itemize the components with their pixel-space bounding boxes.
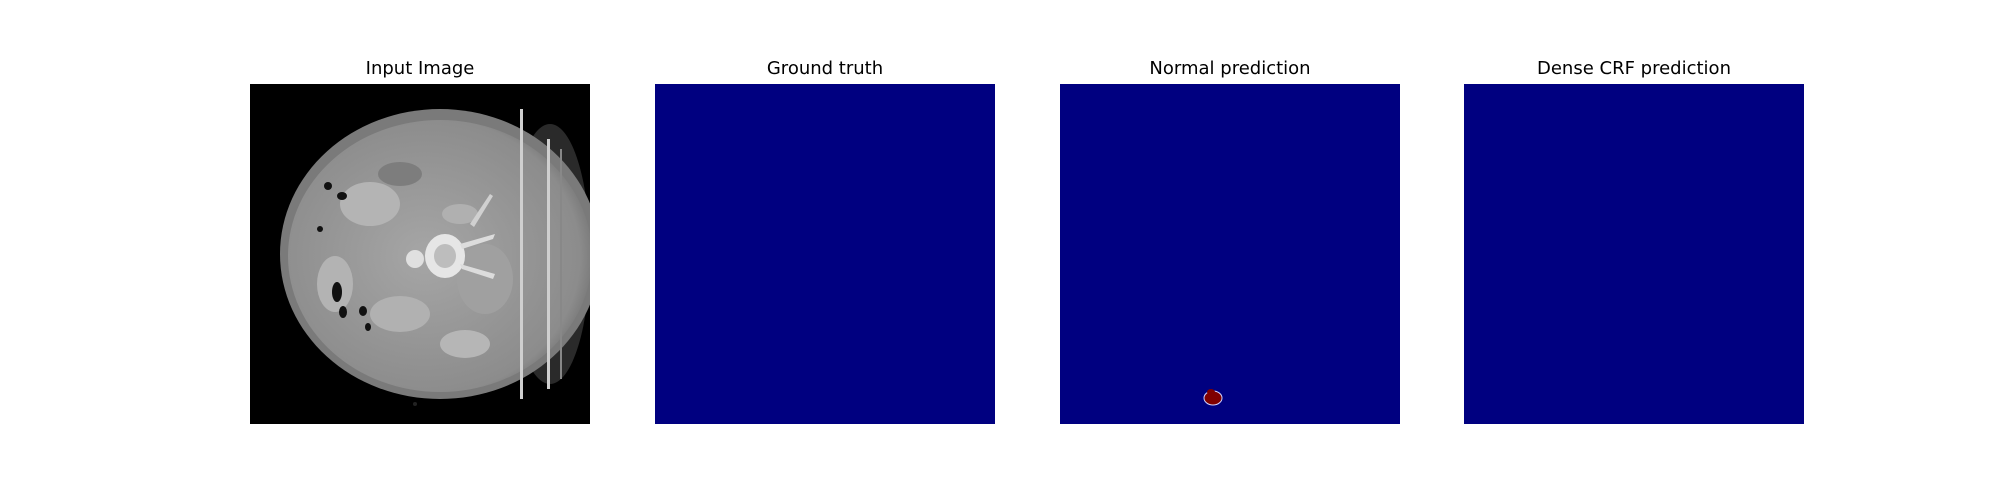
dense-crf-prediction-mask [1464,84,1804,424]
panel-ground-truth: Ground truth [655,0,995,500]
background-class-region [1060,84,1400,424]
background-class-region [1464,84,1804,424]
panel-title: Dense CRF prediction [1537,58,1731,79]
normal-prediction-mask [1060,84,1400,424]
ct-scan-image [250,84,590,424]
predicted-lesion-blob [1203,389,1223,406]
background-class-region [655,84,995,424]
ground-truth-mask [655,84,995,424]
panel-title: Input Image [365,58,475,79]
panel-dense-crf-prediction: Dense CRF prediction [1464,0,1804,500]
panel-title: Normal prediction [1149,58,1311,79]
panel-title: Ground truth [766,58,884,79]
panel-input-image: Input Image [250,0,590,500]
panel-normal-prediction: Normal prediction [1060,0,1400,500]
